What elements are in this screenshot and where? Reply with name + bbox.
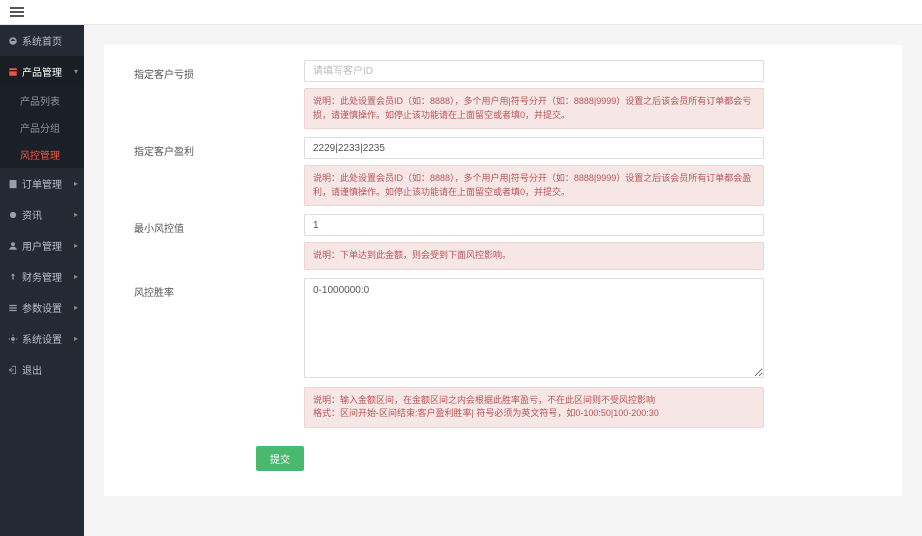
dashboard-icon bbox=[8, 36, 18, 46]
sidebar-item-label: 订单管理 bbox=[22, 176, 62, 191]
submit-button[interactable]: 提交 bbox=[256, 446, 304, 471]
sidebar-item-finance[interactable]: 财务管理 ▸ bbox=[0, 261, 84, 292]
alert-customer-profit: 说明：此处设置会员ID（如：8888），多个用户用|符号分开（如：8888|99… bbox=[304, 165, 764, 206]
form-row-min-risk: 最小风控值 说明：下单达到此金额，则会受到下面风控影响。 bbox=[134, 214, 872, 270]
sidebar-item-label: 参数设置 bbox=[22, 300, 62, 315]
chevron-right-icon: ▸ bbox=[74, 210, 78, 219]
label-customer-profit: 指定客户盈利 bbox=[134, 137, 304, 158]
menu-toggle-icon[interactable] bbox=[10, 5, 24, 19]
input-customer-loss[interactable] bbox=[304, 60, 764, 82]
sidebar-item-users[interactable]: 用户管理 ▸ bbox=[0, 230, 84, 261]
chevron-right-icon: ▸ bbox=[74, 303, 78, 312]
alert-customer-loss: 说明：此处设置会员ID（如：8888），多个用户用|符号分开（如：8888|99… bbox=[304, 88, 764, 129]
sidebar-item-label: 系统设置 bbox=[22, 331, 62, 346]
sidebar-item-label: 系统首页 bbox=[22, 33, 62, 48]
sidebar-item-dashboard[interactable]: 系统首页 bbox=[0, 25, 84, 56]
news-icon bbox=[8, 210, 18, 220]
sidebar-item-orders[interactable]: 订单管理 ▸ bbox=[0, 168, 84, 199]
sidebar-sub-risk-control[interactable]: 风控管理 bbox=[0, 141, 84, 168]
input-customer-profit[interactable] bbox=[304, 137, 764, 159]
chevron-down-icon: ▾ bbox=[74, 67, 78, 76]
main-content: 指定客户亏损 说明：此处设置会员ID（如：8888），多个用户用|符号分开（如：… bbox=[84, 25, 922, 516]
logout-icon bbox=[8, 365, 18, 375]
textarea-win-rate[interactable] bbox=[304, 278, 764, 378]
sidebar: 系统首页 产品管理 ▾ 产品列表 产品分组 风控管理 订单管理 ▸ 资讯 ▸ 用… bbox=[0, 25, 84, 536]
form-row-customer-profit: 指定客户盈利 说明：此处设置会员ID（如：8888），多个用户用|符号分开（如：… bbox=[134, 137, 872, 206]
sidebar-item-label: 用户管理 bbox=[22, 238, 62, 253]
chevron-right-icon: ▸ bbox=[74, 272, 78, 281]
chevron-right-icon: ▸ bbox=[74, 179, 78, 188]
sidebar-item-product[interactable]: 产品管理 ▾ bbox=[0, 56, 84, 87]
label-customer-loss: 指定客户亏损 bbox=[134, 60, 304, 81]
param-icon bbox=[8, 303, 18, 313]
label-win-rate: 风控胜率 bbox=[134, 278, 304, 299]
sidebar-item-label: 退出 bbox=[22, 362, 42, 377]
chevron-right-icon: ▸ bbox=[74, 241, 78, 250]
finance-icon bbox=[8, 272, 18, 282]
sidebar-item-params[interactable]: 参数设置 ▸ bbox=[0, 292, 84, 323]
form-card: 指定客户亏损 说明：此处设置会员ID（如：8888），多个用户用|符号分开（如：… bbox=[104, 45, 902, 496]
alert-win-rate: 说明：输入金额区间，在金额区间之内会根据此胜率盈亏，不在此区间则不受风控影响 格… bbox=[304, 387, 764, 428]
topbar bbox=[0, 0, 922, 25]
sidebar-item-news[interactable]: 资讯 ▸ bbox=[0, 199, 84, 230]
system-icon bbox=[8, 334, 18, 344]
alert-min-risk: 说明：下单达到此金额，则会受到下面风控影响。 bbox=[304, 242, 764, 270]
user-icon bbox=[8, 241, 18, 251]
sidebar-item-logout[interactable]: 退出 bbox=[0, 354, 84, 385]
sidebar-sub-product-list[interactable]: 产品列表 bbox=[0, 87, 84, 114]
input-min-risk[interactable] bbox=[304, 214, 764, 236]
sidebar-sub-product-group[interactable]: 产品分组 bbox=[0, 114, 84, 141]
label-min-risk: 最小风控值 bbox=[134, 214, 304, 235]
sidebar-item-system[interactable]: 系统设置 ▸ bbox=[0, 323, 84, 354]
form-row-customer-loss: 指定客户亏损 说明：此处设置会员ID（如：8888），多个用户用|符号分开（如：… bbox=[134, 60, 872, 129]
order-icon bbox=[8, 179, 18, 189]
sidebar-submenu-product: 产品列表 产品分组 风控管理 bbox=[0, 87, 84, 168]
form-row-win-rate: 风控胜率 说明：输入金额区间，在金额区间之内会根据此胜率盈亏，不在此区间则不受风… bbox=[134, 278, 872, 428]
sidebar-item-label: 产品管理 bbox=[22, 64, 62, 79]
sidebar-item-label: 财务管理 bbox=[22, 269, 62, 284]
product-icon bbox=[8, 67, 18, 77]
sidebar-item-label: 资讯 bbox=[22, 207, 42, 222]
chevron-right-icon: ▸ bbox=[74, 334, 78, 343]
